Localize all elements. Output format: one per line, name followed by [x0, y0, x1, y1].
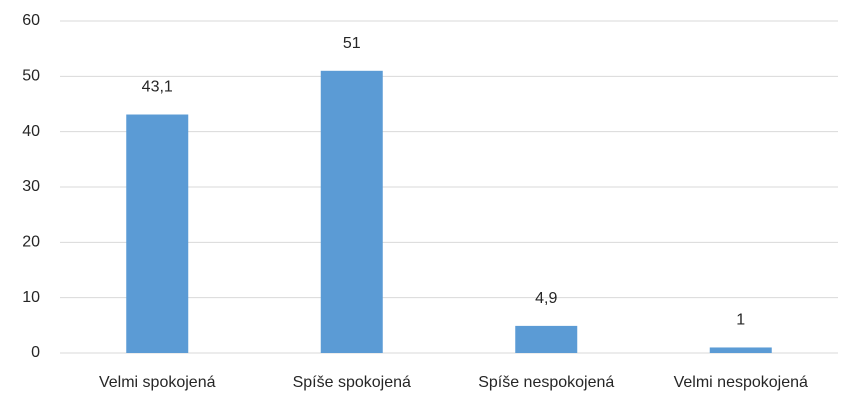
bar	[320, 70, 383, 354]
y-tick-label: 20	[22, 234, 40, 251]
x-tick-label: Velmi spokojená	[99, 374, 216, 391]
data-label: 4,9	[535, 290, 557, 307]
y-tick-label: 50	[22, 68, 40, 85]
data-label: 43,1	[142, 79, 173, 96]
data-label: 1	[736, 312, 745, 329]
x-tick-label: Spíše spokojená	[293, 374, 411, 391]
y-tick-label: 40	[22, 123, 40, 140]
bar	[515, 325, 578, 353]
y-tick-label: 10	[22, 289, 40, 306]
x-tick-label: Spíše nespokojená	[478, 374, 614, 391]
bar	[126, 114, 189, 353]
bar	[709, 347, 772, 353]
x-tick-label: Velmi nespokojená	[674, 374, 808, 391]
y-tick-label: 60	[22, 12, 40, 29]
y-tick-label: 0	[31, 344, 40, 361]
data-label: 51	[343, 35, 361, 52]
y-tick-label: 30	[22, 178, 40, 195]
